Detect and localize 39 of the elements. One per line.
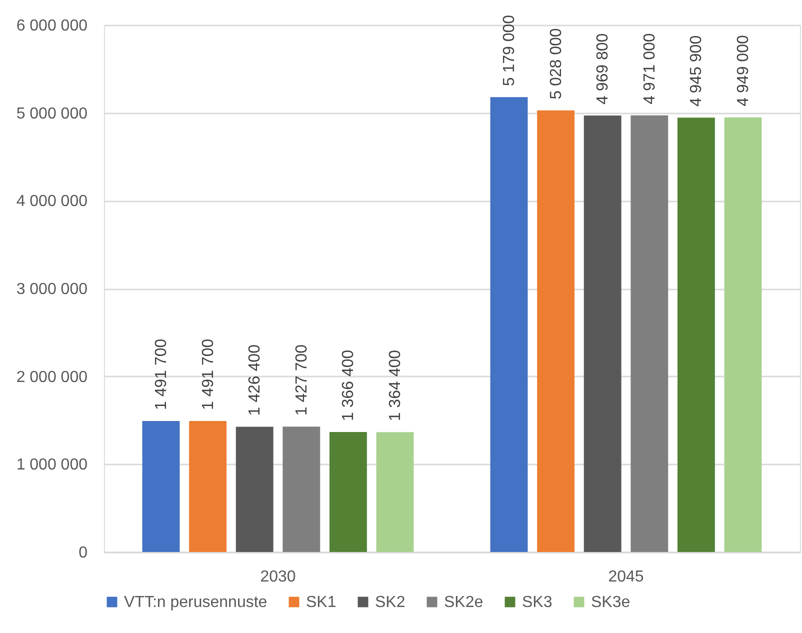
y-tick-label: 4 000 000 [16, 193, 88, 210]
y-tick-label: 2 000 000 [16, 368, 88, 386]
data-label: 1 366 400 [340, 350, 358, 421]
data-label: 5 179 000 [501, 14, 518, 86]
y-tick-label: 3 000 000 [16, 281, 88, 298]
bar [142, 420, 180, 552]
data-label: 1 427 700 [293, 344, 310, 416]
bar [236, 426, 274, 552]
data-label: 1 364 400 [387, 350, 404, 422]
x-tick-label: 2045 [608, 568, 644, 586]
data-label: 1 491 700 [200, 338, 217, 410]
bar [189, 420, 227, 552]
data-label: 4 949 000 [735, 35, 752, 106]
legend-label: SK1 [306, 594, 336, 611]
bar [537, 110, 575, 552]
legend-label: SK2e [444, 594, 484, 611]
data-label: 4 971 000 [641, 33, 658, 104]
bar [630, 115, 668, 552]
data-label: 4 945 900 [688, 35, 706, 107]
bar [724, 117, 762, 552]
bar [677, 118, 715, 552]
bar [282, 426, 320, 552]
data-label: 4 969 800 [594, 33, 612, 104]
data-label: 1 426 400 [246, 344, 264, 416]
bar [329, 432, 367, 552]
y-tick-label: 1 000 000 [16, 456, 88, 474]
y-tick-label: 0 [78, 544, 88, 562]
legend-label: VTT:n perusennuste [124, 594, 268, 611]
legend-label: SK3 [522, 594, 552, 611]
legend-label: SK2 [375, 594, 406, 611]
y-tick-label: 6 000 000 [16, 18, 88, 34]
bar [490, 97, 528, 552]
legend-label: SK3e [591, 594, 630, 611]
bar [584, 115, 622, 552]
bar [376, 432, 414, 552]
data-label: 1 491 700 [153, 338, 170, 410]
data-label: 5 028 000 [548, 28, 565, 100]
x-tick-label: 2030 [260, 568, 296, 586]
y-tick-label: 5 000 000 [16, 105, 88, 122]
